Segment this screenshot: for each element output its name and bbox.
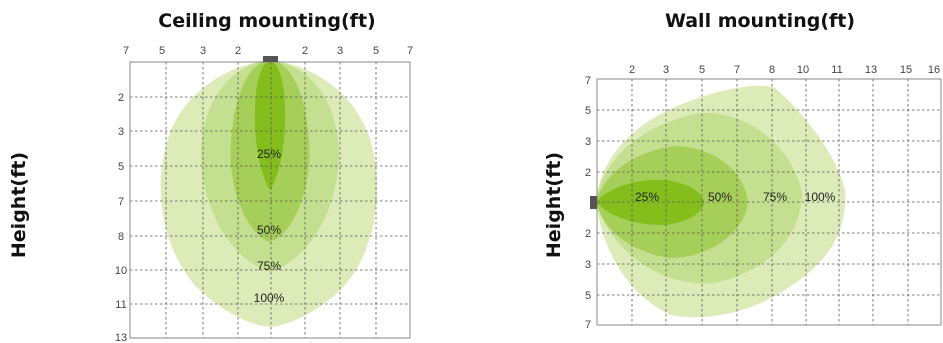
ceiling-y-tick: 13 (115, 332, 127, 343)
ceiling-zone-label-25: 25% (257, 147, 281, 161)
wall-grid (596, 78, 942, 326)
ceiling-x-tick: 3 (337, 45, 343, 57)
ceiling-x-tick: 2 (235, 45, 241, 57)
wall-zone-label-100: 100% (805, 190, 836, 204)
wall-x-tick: 10 (797, 64, 809, 76)
ceiling-y-tick: 5 (118, 161, 124, 173)
wall-chart: Wall mounting(ft) Height(ft) (543, 10, 942, 331)
wall-x-tick: 3 (663, 64, 669, 76)
wall-y-tick: 2 (585, 167, 591, 179)
ceiling-zone-label-75: 75% (257, 259, 281, 273)
ceiling-chart-ylabel: Height(ft) (8, 152, 30, 258)
ceiling-x-tick: 2 (302, 45, 308, 57)
ceiling-zone-25 (254, 60, 286, 190)
wall-y-tick: 7 (585, 75, 591, 87)
ceiling-chart: Ceiling mounting(ft) Height(ft) (8, 10, 413, 343)
ceiling-x-tick: 5 (373, 45, 379, 57)
ceiling-zone-label-100: 100% (254, 291, 285, 305)
ceiling-y-tick: 2 (118, 92, 124, 104)
ceiling-grid (129, 61, 411, 339)
wall-x-tick: 8 (769, 64, 775, 76)
wall-x-tick: 15 (900, 64, 912, 76)
ceiling-y-tick: 3 (118, 126, 124, 138)
ceiling-x-tick: 7 (123, 45, 129, 57)
ceiling-x-tick: 3 (200, 45, 206, 57)
wall-chart-title: Wall mounting(ft) (665, 10, 855, 32)
wall-zone-label-50: 50% (708, 190, 732, 204)
ceiling-fixture-icon (263, 56, 278, 62)
wall-x-tick: 13 (865, 64, 877, 76)
ceiling-y-tick: 11 (115, 299, 126, 311)
ceiling-x-tick: 7 (407, 45, 413, 57)
wall-y-tick: 5 (585, 105, 591, 117)
wall-zone-label-25: 25% (635, 190, 659, 204)
wall-y-tick: 2 (585, 228, 591, 240)
ceiling-zone-label-50: 50% (257, 223, 281, 237)
ceiling-y-tick: 7 (118, 196, 124, 208)
wall-x-tick: 11 (831, 64, 842, 76)
ceiling-y-tick: 10 (115, 265, 127, 277)
wall-zone-25 (596, 179, 704, 226)
wall-x-tick: 16 (928, 64, 940, 76)
wall-y-tick: 3 (585, 136, 591, 148)
wall-fixture-icon (590, 196, 597, 209)
ceiling-chart-title: Ceiling mounting(ft) (158, 10, 375, 32)
wall-y-tick: 3 (585, 259, 591, 271)
wall-x-tick: 5 (699, 64, 705, 76)
wall-y-tick: 5 (585, 290, 591, 302)
wall-y-tick: 7 (585, 319, 591, 331)
wall-chart-ylabel: Height(ft) (543, 152, 565, 258)
ceiling-x-tick: 5 (159, 45, 165, 57)
wall-x-tick: 7 (734, 64, 740, 76)
ceiling-y-tick: 8 (118, 231, 124, 243)
wall-x-tick: 2 (629, 64, 635, 76)
wall-zone-label-75: 75% (763, 190, 787, 204)
